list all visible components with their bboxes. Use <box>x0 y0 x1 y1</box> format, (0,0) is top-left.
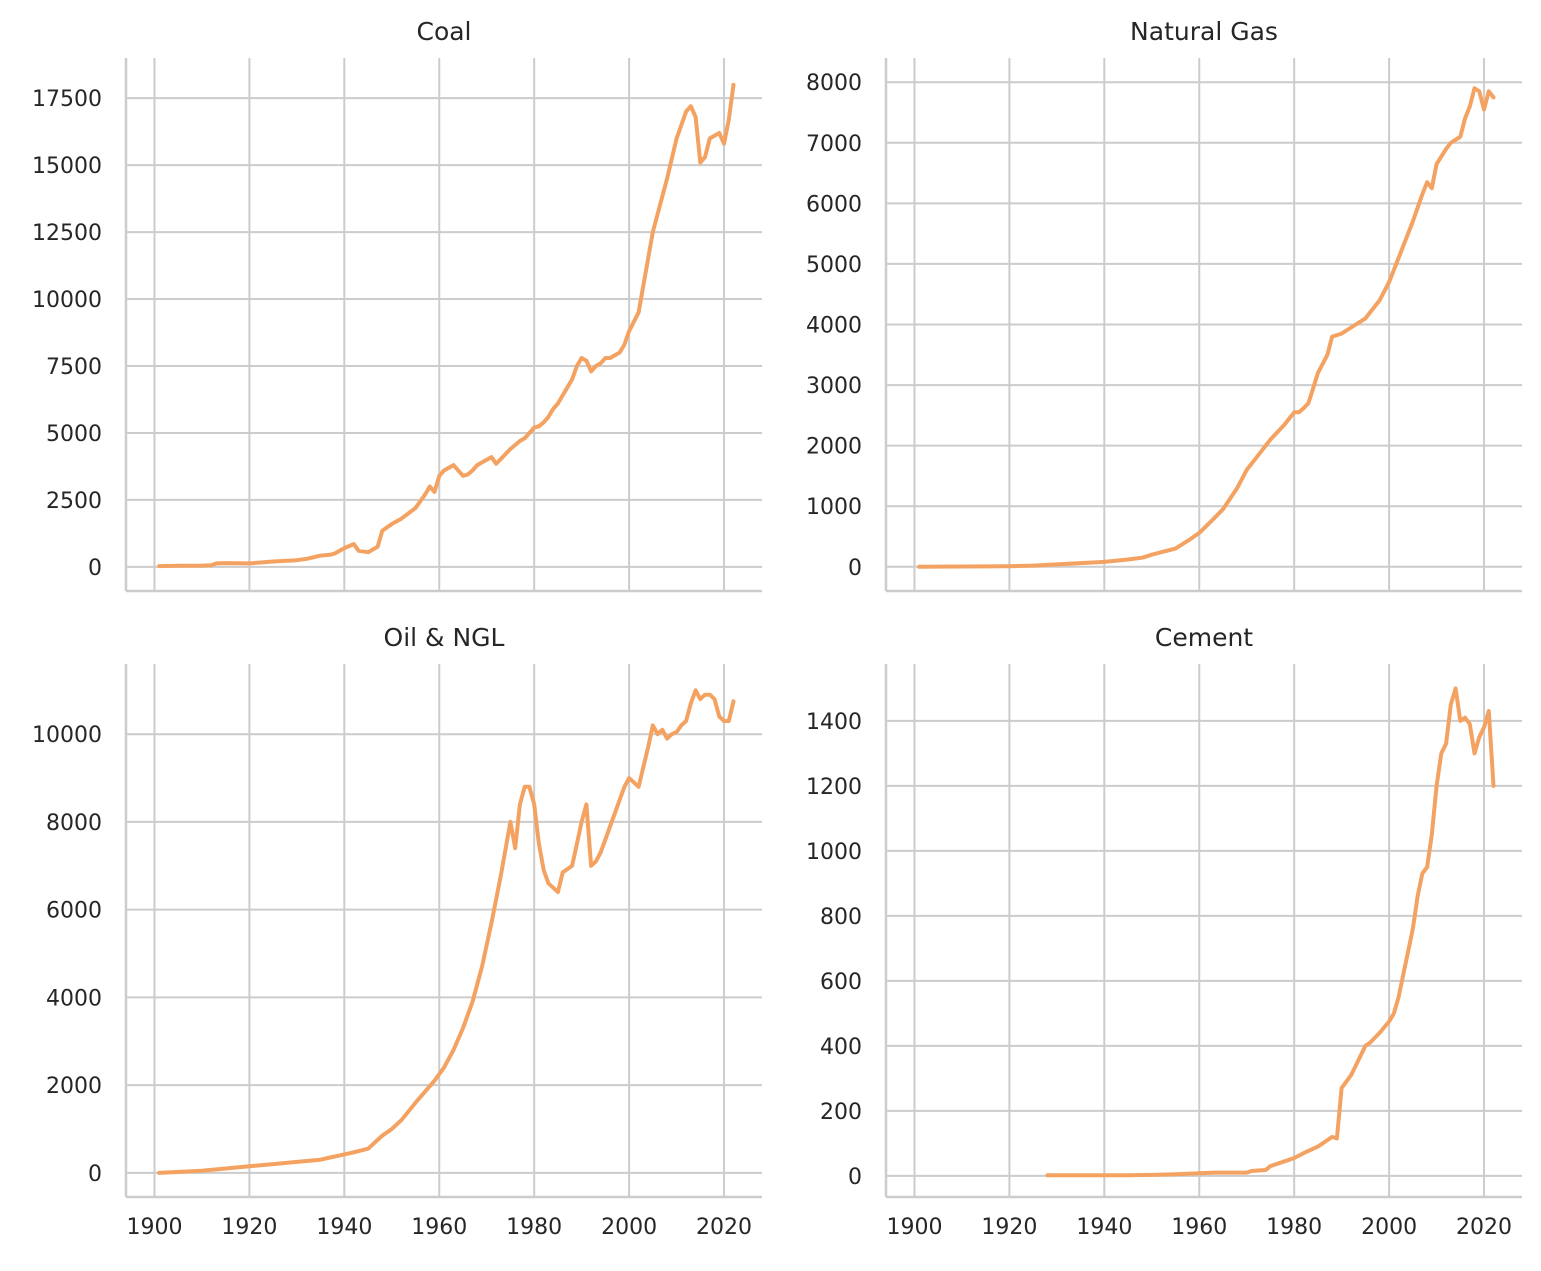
coal-y-tick-label: 7500 <box>46 355 102 380</box>
cement-panel: Cement 1900 1920 1940 1960 1980 2000 2020 0 200 4… <box>806 623 1522 1240</box>
natural-gas-y-tick-label: 1000 <box>806 495 862 520</box>
cement-x-tick-label: 1940 <box>1076 1215 1132 1240</box>
oil-ngl-panel-title: Oil & NGL <box>384 623 505 652</box>
cement-y-tick-label: 1000 <box>806 840 862 865</box>
oil-ngl-x-tick-label: 1940 <box>316 1215 372 1240</box>
coal-y-tick-label: 12500 <box>32 221 102 246</box>
cement-panel-title: Cement <box>1155 623 1253 652</box>
oil-ngl-x-tick-label: 1900 <box>126 1215 182 1240</box>
coal-series-line <box>157 82 736 569</box>
cement-y-tick-label: 600 <box>820 970 862 995</box>
oil-ngl-x-tick-label: 1980 <box>506 1215 562 1240</box>
natural-gas-y-tick-label: 2000 <box>806 435 862 460</box>
oil-ngl-y-tick-label: 0 <box>88 1162 102 1187</box>
natural-gas-panel-title: Natural Gas <box>1130 17 1278 46</box>
oil-ngl-x-tick-label: 2020 <box>696 1215 752 1240</box>
oil-ngl-y-tick-label: 8000 <box>46 811 102 836</box>
coal-y-tick-label: 2500 <box>46 489 102 514</box>
cement-x-tick-label: 1920 <box>981 1215 1037 1240</box>
natural-gas-y-tick-label: 5000 <box>806 253 862 278</box>
coal-y-tick-label: 15000 <box>32 154 102 179</box>
natural-gas-y-tick-label: 7000 <box>806 132 862 157</box>
coal-y-tick-label: 17500 <box>32 87 102 112</box>
natural-gas-y-tick-label: 8000 <box>806 71 862 96</box>
cement-series-line <box>1045 686 1496 1178</box>
coal-y-tick-label: 0 <box>88 556 102 581</box>
oil-ngl-y-tick-label: 4000 <box>46 986 102 1011</box>
natural-gas-y-tick-label: 6000 <box>806 192 862 217</box>
natural-gas-y-tick-label: 4000 <box>806 314 862 339</box>
oil-ngl-x-tick-label: 2000 <box>601 1215 657 1240</box>
cement-y-tick-label: 1200 <box>806 775 862 800</box>
coal-y-tick-label: 10000 <box>32 288 102 313</box>
cement-x-tick-label: 1960 <box>1171 1215 1227 1240</box>
cement-y-tick-label: 400 <box>820 1035 862 1060</box>
oil-ngl-x-tick-label: 1920 <box>221 1215 277 1240</box>
coal-y-tick-label: 5000 <box>46 422 102 447</box>
cement-x-tick-label: 2000 <box>1361 1215 1417 1240</box>
cement-y-tick-label: 800 <box>820 905 862 930</box>
cement-y-tick-label: 200 <box>820 1100 862 1125</box>
natural-gas-y-tick-label: 0 <box>848 556 862 581</box>
cement-y-tick-label: 0 <box>848 1165 862 1190</box>
natural-gas-panel: Natural Gas 0 1000 2000 3000 4000 5000 6000 700… <box>806 17 1522 593</box>
coal-panel: Coal 0 2500 5000 7500 10000 12500 15000 17500 <box>32 17 762 593</box>
cement-x-tick-label: 1900 <box>886 1215 942 1240</box>
cement-x-tick-label: 2020 <box>1456 1215 1512 1240</box>
oil-ngl-y-tick-label: 10000 <box>32 723 102 748</box>
oil-ngl-panel: Oil & NGL 1900 1920 1940 1960 1980 2000 2020 0 2… <box>32 623 762 1240</box>
oil-ngl-series-line <box>157 688 736 1175</box>
oil-ngl-y-tick-label: 6000 <box>46 899 102 924</box>
natural-gas-y-tick-label: 3000 <box>806 374 862 399</box>
oil-ngl-x-tick-label: 1960 <box>411 1215 467 1240</box>
natural-gas-series-line <box>917 86 1496 569</box>
cement-x-tick-label: 1980 <box>1266 1215 1322 1240</box>
cement-y-tick-label: 1400 <box>806 710 862 735</box>
oil-ngl-y-tick-label: 2000 <box>46 1074 102 1099</box>
coal-panel-title: Coal <box>416 17 471 46</box>
